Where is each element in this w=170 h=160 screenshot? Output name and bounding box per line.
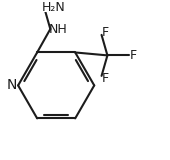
Text: F: F bbox=[102, 72, 109, 85]
Text: N: N bbox=[7, 78, 18, 92]
Text: NH: NH bbox=[49, 23, 68, 36]
Text: F: F bbox=[130, 49, 137, 62]
Text: F: F bbox=[102, 26, 109, 39]
Text: H₂N: H₂N bbox=[42, 1, 66, 14]
